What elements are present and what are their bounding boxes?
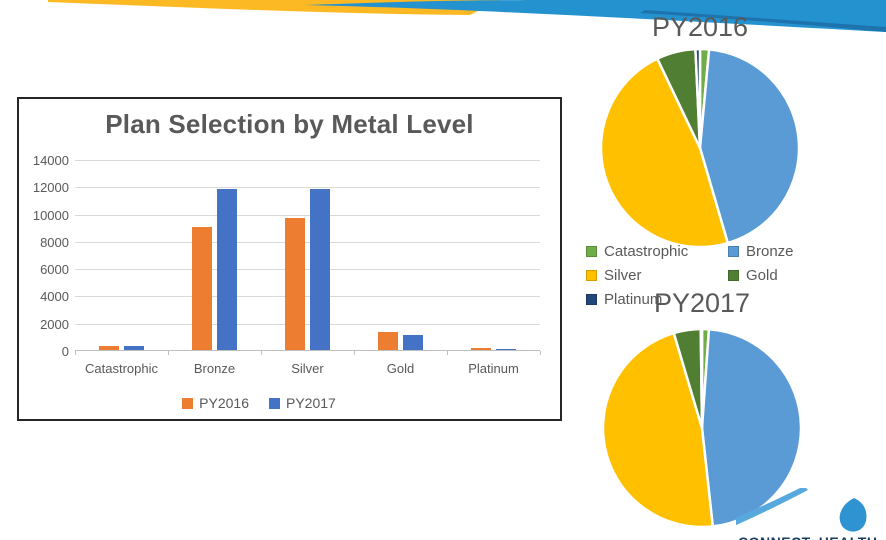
x-axis-tick-mark xyxy=(168,351,169,355)
y-axis-tick-label: 2000 xyxy=(40,316,69,332)
legend-swatch xyxy=(728,270,739,281)
gridline xyxy=(75,269,540,271)
y-axis-tick-label: 0 xyxy=(61,344,69,359)
y-axis-tick-label: 10000 xyxy=(32,207,69,223)
legend-swatch xyxy=(586,246,597,257)
bar-PY2017-platinum xyxy=(496,349,516,350)
pie-slice-platinum xyxy=(699,327,704,430)
bar-PY2016-silver xyxy=(285,217,305,350)
x-axis-category-label: Platinum xyxy=(468,361,519,376)
x-axis-tick-mark xyxy=(447,351,448,355)
x-axis-category-label: Silver xyxy=(291,361,324,376)
gridline xyxy=(75,323,540,325)
x-axis-line xyxy=(75,350,540,351)
x-axis-tick-mark xyxy=(75,351,76,355)
pie-legend-item-silver: Silver xyxy=(586,267,728,284)
legend-swatch xyxy=(728,246,739,257)
logo-text: CONNECT: HEALTH xyxy=(738,534,877,540)
bar-PY2017-gold xyxy=(403,335,423,350)
bar-PY2017-catastrophic xyxy=(124,346,144,350)
legend-label: Catastrophic xyxy=(604,243,689,260)
top-banner-decoration xyxy=(48,0,886,32)
legend-label: Bronze xyxy=(746,243,794,260)
legend-label: PY2017 xyxy=(286,395,336,411)
bar-chart-legend: PY2016 PY2017 xyxy=(19,395,499,411)
pie-legend-item-catastrophic: Catastrophic xyxy=(586,243,728,260)
y-axis-tick-label: 14000 xyxy=(32,153,69,168)
legend-swatch xyxy=(586,270,597,281)
x-axis-category-label: Gold xyxy=(386,361,415,376)
x-axis-tick-mark xyxy=(540,351,541,355)
y-axis-tick-label: 4000 xyxy=(40,289,69,305)
legend-swatch xyxy=(586,294,597,305)
gridline xyxy=(75,241,540,243)
bar-PY2017-silver xyxy=(310,189,330,350)
pie-legend-item-platinum: Platinum xyxy=(586,291,728,308)
y-axis-tick-label: 8000 xyxy=(40,234,69,250)
bar-legend-item-py2017: PY2017 xyxy=(269,395,336,411)
banner-blue-swoosh xyxy=(305,0,886,32)
bar-PY2016-bronze xyxy=(192,227,212,350)
pie-chart-2017 xyxy=(601,327,803,529)
bar-PY2016-catastrophic xyxy=(99,345,119,350)
pie-slice-silver xyxy=(601,331,715,529)
pie-slice-platinum xyxy=(694,47,702,150)
legend-label: Gold xyxy=(746,267,778,284)
x-axis-tick-mark xyxy=(261,351,262,355)
gridline xyxy=(75,160,540,161)
bar-PY2016-platinum xyxy=(471,347,491,350)
gridline xyxy=(75,187,540,189)
pie-slice-silver xyxy=(599,57,730,249)
legend-label: Silver xyxy=(604,267,642,284)
gridline xyxy=(75,296,540,298)
y-axis-tick-label: 6000 xyxy=(40,262,69,278)
pie-legend-item-bronze: Bronze xyxy=(728,243,882,260)
banner-blue-edge xyxy=(640,10,886,32)
pie-legend-item-gold: Gold xyxy=(728,267,882,284)
pie-2016-title: PY2016 xyxy=(651,12,749,42)
pie-chart-legend: Catastrophic Bronze Silver Gold Platinum xyxy=(586,243,882,308)
y-axis-tick-label: 12000 xyxy=(32,180,69,196)
bar-chart-plot-area: 0 2000 4000 6000 8000 10000 12000 14000 Catastro… xyxy=(33,153,541,376)
pie-chart-2016 xyxy=(599,47,801,249)
legend-label: Platinum xyxy=(604,291,663,308)
connect-health-logo: CONNECT: HEALTH xyxy=(736,488,886,540)
logo-swoosh-icon xyxy=(736,488,867,532)
x-axis-tick-mark xyxy=(354,351,355,355)
bar-legend-item-py2016: PY2016 xyxy=(182,395,249,411)
legend-swatch xyxy=(182,397,194,409)
x-axis-category-label: Bronze xyxy=(193,361,236,376)
x-axis-category-label: Catastrophic xyxy=(85,361,158,376)
bar-chart-panel: Plan Selection by Metal Level 0 2000 4000 6… xyxy=(17,97,562,421)
pie-2017-title: PY2017 xyxy=(653,288,751,318)
gridline xyxy=(75,214,540,216)
pie-slice-bronze xyxy=(698,48,801,245)
legend-swatch xyxy=(269,397,280,409)
bar-PY2017-bronze xyxy=(217,189,237,350)
bar-PY2016-gold xyxy=(378,332,398,350)
bar-chart-title: Plan Selection by Metal Level xyxy=(105,109,474,139)
legend-label: PY2016 xyxy=(199,395,249,411)
